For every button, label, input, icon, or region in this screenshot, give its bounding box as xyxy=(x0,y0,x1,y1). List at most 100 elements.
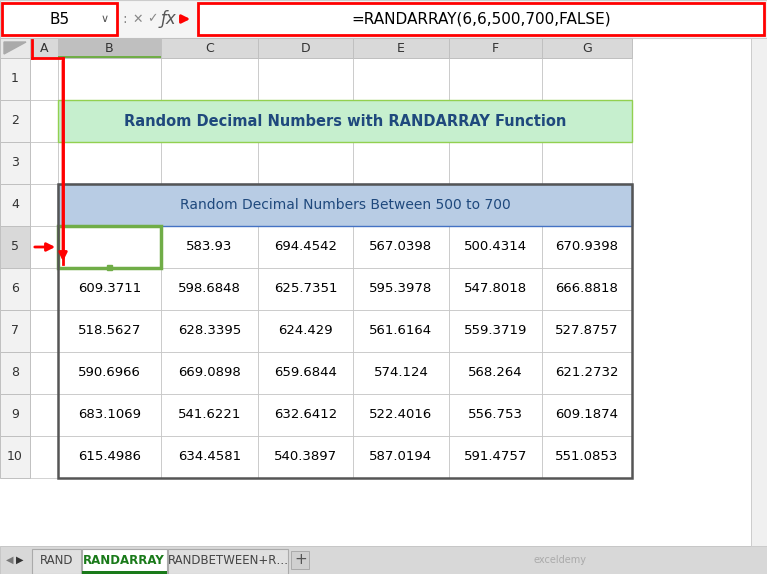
Bar xyxy=(32,549,81,574)
Bar xyxy=(30,352,58,394)
Bar xyxy=(542,226,632,268)
Bar xyxy=(82,549,166,574)
Text: =RANDARRAY(6,6,500,700,FALSE): =RANDARRAY(6,6,500,700,FALSE) xyxy=(351,11,611,26)
Bar xyxy=(449,436,542,478)
Text: ✓: ✓ xyxy=(146,13,157,25)
Bar xyxy=(0,100,30,142)
Text: 561.6164: 561.6164 xyxy=(370,324,433,338)
Text: A: A xyxy=(40,41,48,55)
Bar xyxy=(58,56,161,58)
Text: 615.4986: 615.4986 xyxy=(78,451,141,463)
Text: 518.5627: 518.5627 xyxy=(77,324,141,338)
Bar xyxy=(30,226,58,268)
Bar xyxy=(542,58,632,100)
Bar xyxy=(258,436,353,478)
Bar xyxy=(353,268,449,310)
Text: 694.4542: 694.4542 xyxy=(274,241,337,254)
Bar xyxy=(353,226,449,268)
Text: RANDBETWEEN+R…: RANDBETWEEN+R… xyxy=(167,554,288,568)
Text: 609.3711: 609.3711 xyxy=(78,282,141,296)
Bar xyxy=(449,352,542,394)
Bar xyxy=(198,3,764,35)
Bar xyxy=(30,142,58,184)
Text: 583.93: 583.93 xyxy=(186,241,232,254)
Bar xyxy=(161,226,258,268)
Bar xyxy=(353,38,449,58)
Bar xyxy=(30,310,58,352)
Text: 540.3897: 540.3897 xyxy=(274,451,337,463)
Bar xyxy=(107,265,112,270)
Text: ✕: ✕ xyxy=(133,13,143,25)
Text: :: : xyxy=(123,12,127,26)
Text: RANDARRAY: RANDARRAY xyxy=(84,554,165,568)
Bar xyxy=(58,184,632,226)
Text: ▶: ▶ xyxy=(16,555,24,565)
Bar xyxy=(58,226,161,268)
Bar xyxy=(542,142,632,184)
Bar xyxy=(353,394,449,436)
Text: 4: 4 xyxy=(11,199,19,211)
Text: B5: B5 xyxy=(49,11,70,26)
Text: 505.5424: 505.5424 xyxy=(78,241,141,254)
Text: 10: 10 xyxy=(7,451,23,463)
Text: 1: 1 xyxy=(11,72,19,86)
Bar xyxy=(449,58,542,100)
Text: 621.2732: 621.2732 xyxy=(555,367,619,379)
Text: RAND: RAND xyxy=(40,554,73,568)
Bar xyxy=(258,352,353,394)
Bar xyxy=(161,394,258,436)
Text: ƒx: ƒx xyxy=(160,10,176,28)
Text: 551.0853: 551.0853 xyxy=(555,451,619,463)
Bar xyxy=(0,394,30,436)
Bar xyxy=(542,394,632,436)
Bar xyxy=(0,184,30,226)
Bar xyxy=(0,58,30,100)
Text: 522.4016: 522.4016 xyxy=(370,409,433,421)
Bar xyxy=(0,38,767,546)
Bar xyxy=(58,310,161,352)
Text: D: D xyxy=(301,41,311,55)
Text: 8: 8 xyxy=(11,367,19,379)
Text: 500.4314: 500.4314 xyxy=(464,241,527,254)
Text: 628.3395: 628.3395 xyxy=(178,324,241,338)
Text: 5: 5 xyxy=(11,241,19,254)
Bar xyxy=(449,310,542,352)
Bar xyxy=(30,100,58,142)
Bar xyxy=(353,436,449,478)
Bar xyxy=(58,142,161,184)
Text: E: E xyxy=(397,41,405,55)
Bar xyxy=(30,268,58,310)
Text: 574.124: 574.124 xyxy=(374,367,429,379)
Bar xyxy=(258,268,353,310)
Polygon shape xyxy=(4,42,26,54)
Bar xyxy=(58,268,161,310)
Text: B: B xyxy=(105,41,114,55)
Bar xyxy=(449,268,542,310)
Bar xyxy=(258,226,353,268)
Bar xyxy=(449,226,542,268)
Bar xyxy=(30,436,58,478)
Text: 2: 2 xyxy=(11,114,19,127)
Bar xyxy=(291,551,309,569)
Bar xyxy=(161,352,258,394)
Bar xyxy=(30,58,58,100)
Bar xyxy=(542,352,632,394)
Bar xyxy=(353,142,449,184)
Bar xyxy=(0,0,767,38)
Bar xyxy=(258,394,353,436)
Bar xyxy=(58,226,161,268)
Bar xyxy=(161,310,258,352)
Bar xyxy=(0,142,30,184)
Bar xyxy=(258,310,353,352)
Text: 527.8757: 527.8757 xyxy=(555,324,619,338)
Text: 659.6844: 659.6844 xyxy=(274,367,337,379)
Bar xyxy=(58,100,632,142)
Text: 547.8018: 547.8018 xyxy=(464,282,527,296)
Text: 590.6966: 590.6966 xyxy=(78,367,141,379)
Text: 666.8818: 666.8818 xyxy=(555,282,618,296)
Bar xyxy=(0,38,30,58)
Bar xyxy=(542,268,632,310)
Text: 3: 3 xyxy=(11,157,19,169)
Text: 634.4581: 634.4581 xyxy=(178,451,241,463)
Bar xyxy=(542,38,632,58)
